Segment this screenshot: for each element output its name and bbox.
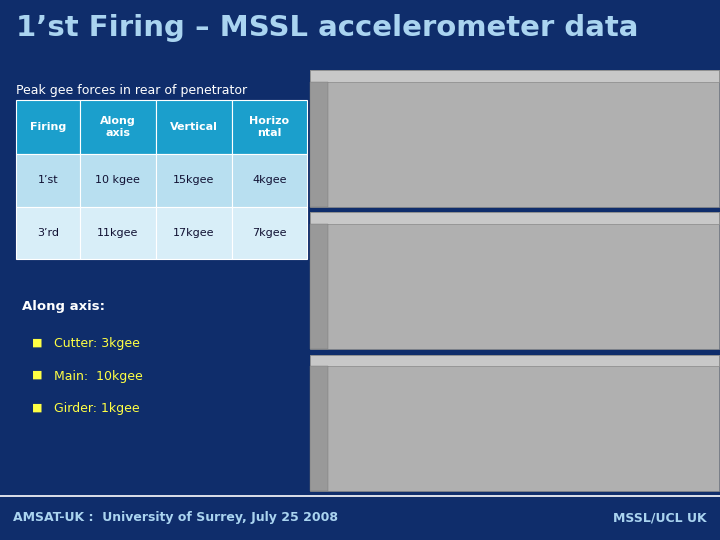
- Text: 11 kgee: 11 kgee: [343, 91, 399, 104]
- Text: Along
axis: Along axis: [100, 116, 136, 138]
- Text: 3’rd: 3’rd: [37, 228, 59, 238]
- Text: Firing: Firing: [30, 122, 66, 132]
- Text: Main impact: Main impact: [477, 188, 534, 197]
- Text: 15 kgee: 15 kgee: [343, 233, 399, 246]
- Text: ■: ■: [32, 338, 43, 348]
- Text: Girder: Girder: [654, 188, 682, 197]
- Text: 1’st: 1’st: [37, 176, 58, 185]
- Text: Main:  10kgee: Main: 10kgee: [54, 370, 143, 383]
- Text: cutter: cutter: [390, 188, 418, 197]
- Text: ■: ■: [32, 370, 43, 380]
- Text: Peak gee forces in rear of penetrator: Peak gee forces in rear of penetrator: [16, 84, 247, 97]
- Text: AMSAT-UK :  University of Surrey, July 25 2008: AMSAT-UK : University of Surrey, July 25…: [13, 511, 338, 524]
- Text: 10 kgee: 10 kgee: [96, 176, 140, 185]
- Text: Vertical: Vertical: [170, 122, 217, 132]
- Text: Along axis:: Along axis:: [22, 300, 104, 313]
- Text: Horizo
ntal: Horizo ntal: [249, 116, 289, 138]
- Text: 4 kgee: 4 kgee: [343, 375, 390, 388]
- Text: Girder: 1kgee: Girder: 1kgee: [54, 402, 140, 415]
- Text: MSSL/UCL UK: MSSL/UCL UK: [613, 511, 707, 524]
- Text: 4kgee: 4kgee: [252, 176, 287, 185]
- Text: Horizontal axis: Horizontal axis: [561, 401, 665, 415]
- Text: 1’st Firing – MSSL accelerometer data: 1’st Firing – MSSL accelerometer data: [16, 14, 638, 42]
- Text: 17kgee: 17kgee: [173, 228, 215, 238]
- Text: ■: ■: [32, 402, 43, 413]
- Text: Along axis: Along axis: [577, 117, 649, 130]
- Text: Vertical axis: Vertical axis: [570, 259, 656, 272]
- Text: 11kgee: 11kgee: [97, 228, 138, 238]
- Text: 7kgee: 7kgee: [252, 228, 287, 238]
- Text: 15kgee: 15kgee: [173, 176, 215, 185]
- Text: Cutter: 3kgee: Cutter: 3kgee: [54, 338, 140, 350]
